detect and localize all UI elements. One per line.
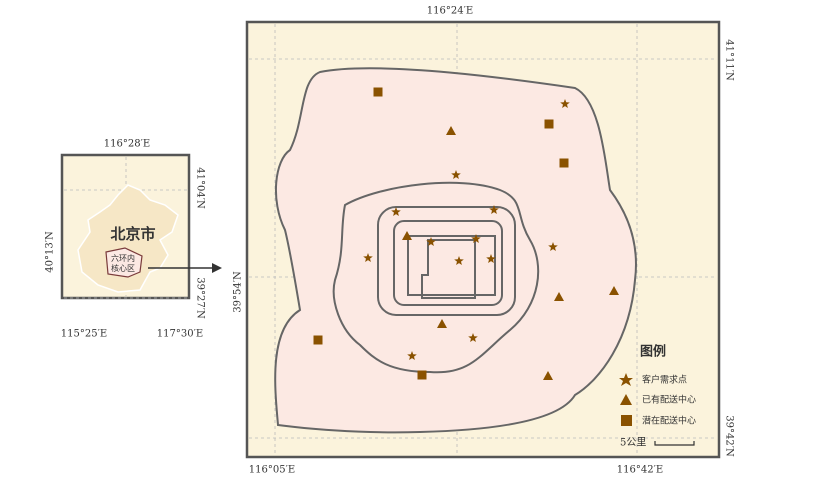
existing-center [554, 292, 564, 301]
demand-point [489, 205, 499, 214]
ring-2 [407, 235, 496, 296]
demand-point [486, 254, 496, 263]
demand-point [451, 170, 461, 179]
demand-point [471, 234, 481, 243]
legend-label: 潜在配送中心 [642, 415, 696, 427]
potential-center [559, 158, 569, 168]
existing-center [437, 319, 447, 328]
demand-point [391, 207, 401, 216]
ring-5 [332, 181, 540, 374]
demand-point [468, 333, 478, 342]
legend-triangle [620, 394, 632, 405]
demand-point [363, 253, 373, 262]
legend-label: 已有配送中心 [642, 394, 696, 406]
scale-label: 5公里 [620, 437, 646, 449]
beijing-shape [77, 184, 179, 293]
demand-point [548, 242, 558, 251]
ring-6 [274, 67, 637, 434]
coord-label: 41°04′N [195, 167, 206, 209]
coord-label: 116°42′E [617, 465, 663, 476]
inset-map: 北京市 六环内 核心区 116°28′E 40°13′N 41°04′N 39°… [45, 139, 206, 340]
demand-point [454, 256, 464, 265]
main-map: 116°24′E 41°11′N 39°42′N 39°54′N 116°05′… [233, 6, 735, 476]
existing-center [402, 231, 412, 240]
coord-label: 39°42′N [724, 415, 735, 457]
demand-point [426, 237, 436, 246]
ring-4 [377, 206, 516, 316]
legend-star [619, 373, 633, 386]
arrow-head [212, 263, 222, 273]
existing-center [543, 371, 553, 380]
coord-label: 116°05′E [249, 465, 295, 476]
existing-center [609, 286, 619, 295]
demand-point [407, 351, 417, 360]
city-label: 北京市 [110, 225, 155, 243]
coord-label: 39°54′N [233, 271, 244, 313]
legend-label: 客户需求点 [642, 374, 687, 386]
coord-label: 116°24′E [427, 6, 473, 17]
coord-label: 40°13′N [45, 231, 56, 273]
potential-center [544, 119, 554, 129]
core-label: 六环内 [111, 253, 135, 263]
demand-point [560, 99, 570, 108]
potential-center [417, 370, 427, 380]
existing-center [446, 126, 456, 135]
coord-label: 41°11′N [724, 39, 735, 81]
core-area [105, 247, 143, 278]
coord-label: 39°27′N [195, 277, 206, 319]
potential-center [373, 87, 383, 97]
legend-square [621, 415, 632, 426]
scale-bar [654, 441, 695, 446]
coord-label: 116°28′E [104, 139, 150, 150]
potential-center [313, 335, 323, 345]
ring-3 [393, 220, 503, 306]
coord-label: 117°30′E [157, 329, 203, 340]
coord-label: 115°25′E [61, 329, 107, 340]
core-label: 核心区 [111, 263, 135, 273]
legend-title: 图例 [640, 344, 666, 360]
